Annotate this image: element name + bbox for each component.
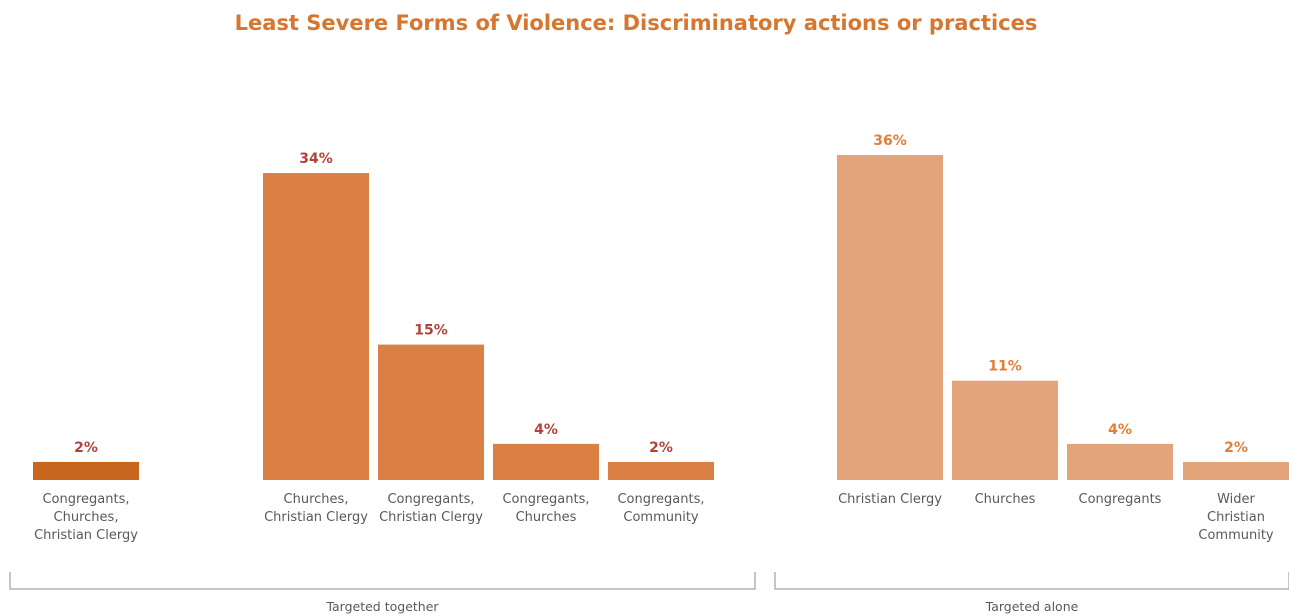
category-label: Congregants bbox=[1079, 492, 1162, 507]
category-label-line: Christian bbox=[1207, 510, 1265, 525]
data-label: 2% bbox=[74, 440, 98, 456]
bar bbox=[1183, 461, 1289, 480]
data-label: 2% bbox=[649, 440, 673, 456]
category-label-line: Congregants, bbox=[42, 492, 129, 507]
data-label: 34% bbox=[299, 151, 333, 167]
category-label-line: Community bbox=[1198, 528, 1274, 543]
category-label-line: Churches, bbox=[54, 510, 119, 525]
bar bbox=[33, 461, 139, 480]
bar bbox=[837, 155, 943, 480]
category-label-line: Churches, bbox=[284, 492, 349, 507]
bar bbox=[1067, 443, 1173, 480]
category-label-line: Christian Clergy bbox=[838, 492, 942, 507]
bars-layer bbox=[33, 155, 1289, 481]
category-label-line: Community bbox=[623, 510, 699, 525]
category-label: Christian Clergy bbox=[838, 492, 942, 507]
bar bbox=[493, 443, 599, 480]
category-label: Wider Christian Community bbox=[1198, 492, 1274, 543]
data-label: 4% bbox=[1108, 422, 1132, 438]
category-label: Churches bbox=[975, 492, 1036, 507]
category-label-line: Christian Clergy bbox=[264, 510, 368, 525]
category-label-line: Wider bbox=[1217, 492, 1255, 507]
data-label: 4% bbox=[534, 422, 558, 438]
data-label: 15% bbox=[414, 323, 448, 339]
group-bracket bbox=[9, 572, 756, 590]
group-label: Targeted together bbox=[325, 599, 439, 614]
bar bbox=[608, 461, 714, 480]
data-label: 36% bbox=[873, 133, 907, 149]
brackets-layer: Targeted together Targeted alone bbox=[9, 572, 1289, 614]
category-label: Congregants, Christian Clergy bbox=[379, 492, 483, 525]
category-label: Congregants, Churches, Christian Clergy bbox=[34, 492, 138, 543]
category-label-line: Churches bbox=[975, 492, 1036, 507]
category-label-line: Congregants bbox=[1079, 492, 1162, 507]
category-label-line: Christian Clergy bbox=[379, 510, 483, 525]
category-label: Congregants, Community bbox=[617, 492, 704, 525]
bar bbox=[378, 344, 484, 480]
category-label-line: Churches bbox=[516, 510, 577, 525]
data-label: 11% bbox=[988, 359, 1022, 375]
category-label: Churches, Christian Clergy bbox=[264, 492, 368, 525]
bar bbox=[952, 380, 1058, 480]
group-bracket bbox=[774, 572, 1289, 590]
category-label: Congregants, Churches bbox=[502, 492, 589, 525]
category-label-line: Congregants, bbox=[617, 492, 704, 507]
labels-layer: 2% Congregants, Churches, Christian Clergy 3… bbox=[34, 133, 1274, 543]
group-label: Targeted alone bbox=[985, 599, 1079, 614]
category-label-line: Congregants, bbox=[502, 492, 589, 507]
bar bbox=[263, 173, 369, 481]
chart-title: Least Severe Forms of Violence: Discrimi… bbox=[235, 11, 1038, 35]
category-label-line: Christian Clergy bbox=[34, 528, 138, 543]
data-label: 2% bbox=[1224, 440, 1248, 456]
category-label-line: Congregants, bbox=[387, 492, 474, 507]
